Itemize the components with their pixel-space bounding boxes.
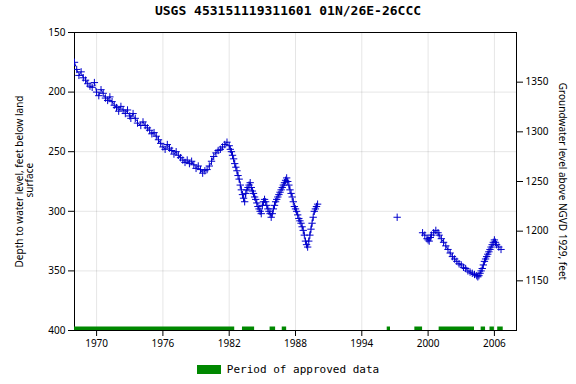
svg-text:150: 150: [48, 25, 65, 39]
svg-text:Groundwater level above NGVD 1: Groundwater level above NGVD 1929, feet: [556, 83, 570, 281]
svg-text:1350: 1350: [526, 74, 549, 88]
svg-text:250: 250: [48, 144, 65, 158]
svg-text:1200: 1200: [526, 223, 549, 237]
html-text:USGS 453151119311601 01N/26E-2: USGS 453151119311601 01N/26E-26CCC: [154, 3, 421, 18]
svg-text:Depth to water level, feet bel: Depth to water level, feet below land su…: [12, 96, 36, 268]
svg-text:1988: 1988: [284, 336, 307, 350]
svg-text:1994: 1994: [350, 336, 373, 350]
html-text:Period of approved data: Period of approved data: [226, 362, 380, 376]
svg-text:1976: 1976: [151, 336, 174, 350]
svg-text:1982: 1982: [218, 336, 241, 350]
svg-text:200: 200: [48, 84, 65, 98]
svg-text:400: 400: [48, 323, 65, 337]
svg-text:1300: 1300: [526, 124, 549, 138]
svg-text:300: 300: [48, 204, 65, 218]
svg-text:1150: 1150: [526, 273, 549, 287]
svg-text:1970: 1970: [85, 336, 108, 350]
svg-text:2006: 2006: [483, 336, 506, 350]
svg-text:1250: 1250: [526, 174, 549, 188]
svg-text:350: 350: [48, 263, 65, 277]
svg-text:2000: 2000: [417, 336, 440, 350]
